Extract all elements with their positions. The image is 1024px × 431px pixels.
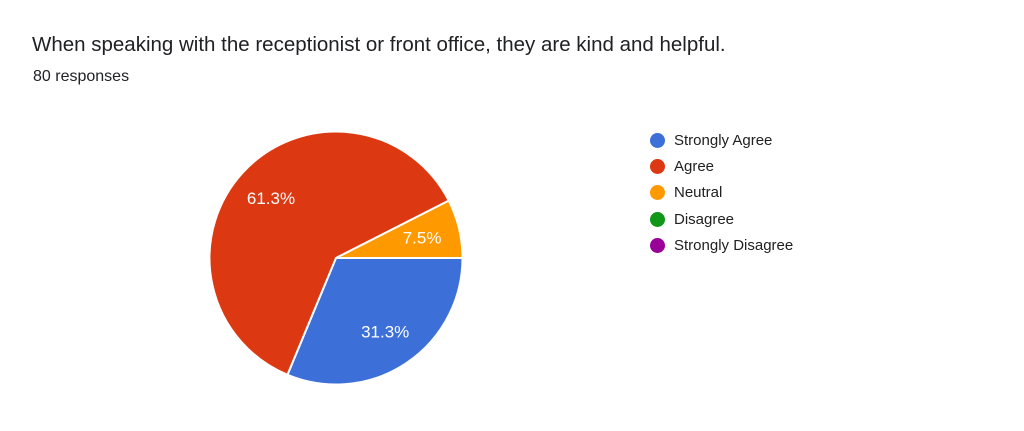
legend-item-label: Strongly Agree [674, 131, 773, 149]
legend-color-dot-neutral [650, 185, 665, 201]
legend-item-label: Agree [674, 158, 715, 176]
legend-color-dot-disagree [650, 211, 665, 227]
legend-item-label: Neutral [674, 184, 723, 202]
legend-item-disagree: Disagree [650, 206, 793, 232]
pie-slice-agree[interactable] [208, 130, 450, 376]
pie-slice-neutral[interactable] [335, 199, 464, 259]
legend-color-dot-strongly-disagree [650, 238, 665, 254]
legend-item-strongly-disagree: Strongly Disagree [650, 233, 793, 259]
responses-count: 80 responses [33, 68, 130, 85]
legend-item-strongly-agree: Strongly Agree [650, 127, 793, 153]
legend-item-neutral: Neutral [650, 180, 793, 206]
legend-item-label: Disagree [674, 210, 735, 228]
legend-item-agree: Agree [650, 153, 793, 179]
pie-slice-label-neutral: 7.5% [403, 228, 442, 247]
pie-slice-strongly-agree[interactable] [286, 257, 464, 386]
legend-item-label: Strongly Disagree [674, 237, 794, 255]
legend-color-dot-agree [650, 159, 665, 175]
pie-slice-label-agree: 61.3% [247, 189, 295, 208]
chart-legend: Strongly Agree Agree Neutral Disagree Strong… [650, 127, 793, 259]
chart-title: When speaking with the receptionist or f… [32, 33, 726, 56]
legend-color-dot-strongly-agree [650, 132, 665, 148]
pie-slice-label-strongly-agree: 31.3% [361, 323, 409, 342]
